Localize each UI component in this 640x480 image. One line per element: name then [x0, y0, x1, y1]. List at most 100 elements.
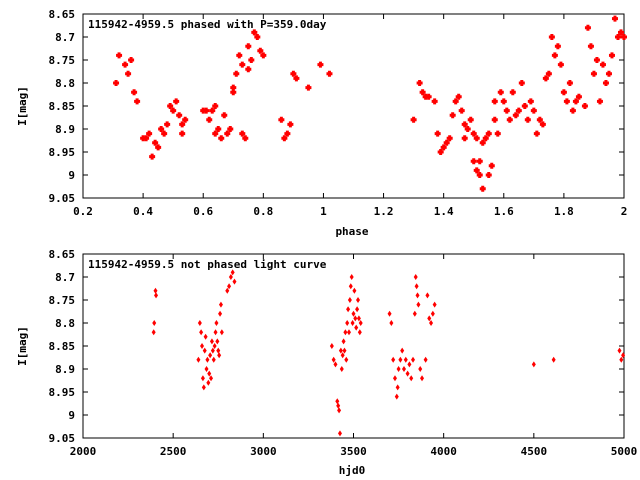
data-point	[403, 356, 408, 363]
data-point	[500, 98, 507, 105]
y-tick-label: 8.8	[55, 317, 75, 330]
data-point	[392, 375, 397, 382]
data-point	[405, 370, 410, 377]
data-point	[335, 398, 340, 405]
x-tick-label: 1.8	[554, 205, 574, 218]
x-tick-label: 2500	[160, 445, 187, 458]
data-point	[560, 89, 567, 96]
data-point	[239, 61, 246, 68]
y-tick-label: 8.85	[49, 100, 76, 113]
data-point	[554, 43, 561, 50]
data-point	[211, 356, 216, 363]
data-point	[608, 52, 615, 59]
plot-unphased-xticks: 2000 2500 3000 3500 4000 4500 5000	[70, 254, 637, 458]
plot-phased-frame	[82, 13, 625, 199]
data-point	[215, 126, 222, 132]
data-point	[396, 366, 401, 372]
data-point	[569, 107, 576, 114]
data-point	[347, 297, 352, 303]
data-point	[494, 130, 501, 137]
data-point	[278, 116, 285, 123]
data-point	[199, 329, 204, 336]
data-point	[218, 310, 223, 317]
data-point	[356, 315, 361, 322]
data-point	[485, 130, 492, 137]
data-point	[337, 407, 342, 414]
data-point	[458, 107, 465, 114]
data-point	[425, 93, 432, 100]
data-point	[251, 29, 258, 36]
data-point	[341, 338, 346, 345]
y-tick-label: 8.75	[49, 294, 76, 307]
data-point	[317, 61, 324, 68]
data-point	[224, 130, 231, 137]
data-point	[216, 347, 221, 354]
data-point	[545, 70, 552, 77]
data-point	[432, 301, 437, 308]
data-point	[572, 98, 579, 105]
data-point	[410, 116, 417, 123]
y-tick-label: 8.7	[55, 31, 75, 44]
data-point	[617, 347, 622, 354]
y-tick-label: 9.05	[49, 432, 76, 445]
x-tick-label: 1	[320, 205, 327, 218]
data-point	[488, 162, 495, 169]
data-point	[497, 89, 504, 96]
data-point	[531, 361, 536, 368]
data-point	[389, 320, 394, 326]
data-point	[590, 70, 597, 77]
y-tick-label: 8.65	[49, 8, 76, 21]
data-point	[446, 135, 453, 142]
data-point	[557, 61, 564, 68]
data-point	[205, 356, 210, 363]
data-point	[563, 98, 570, 105]
data-point	[230, 84, 237, 91]
data-point	[167, 103, 174, 109]
data-point	[350, 320, 355, 326]
data-point	[614, 34, 621, 40]
data-point	[349, 274, 354, 280]
y-tick-label: 9.05	[49, 192, 76, 205]
data-point	[551, 356, 556, 363]
data-point	[461, 121, 468, 128]
data-point	[584, 24, 591, 31]
data-point	[353, 315, 358, 322]
data-point	[521, 103, 528, 109]
data-point	[343, 329, 348, 336]
data-point	[354, 324, 359, 331]
data-point	[449, 112, 456, 119]
data-point	[131, 89, 138, 96]
data-point	[512, 112, 519, 119]
data-point	[394, 393, 399, 400]
data-point	[575, 93, 582, 100]
data-point	[128, 57, 135, 63]
data-point	[414, 283, 419, 290]
data-point	[621, 352, 626, 359]
data-point	[182, 116, 189, 123]
data-point	[617, 29, 624, 36]
data-point	[470, 158, 477, 165]
data-point	[542, 75, 549, 82]
data-point	[491, 116, 498, 123]
data-point	[346, 306, 351, 313]
data-point	[587, 43, 594, 50]
data-point	[209, 375, 214, 382]
plot-phased-ylabel: I[mag]	[16, 86, 29, 126]
data-point	[425, 292, 430, 299]
data-point	[596, 98, 603, 105]
data-point	[340, 352, 345, 359]
plot-phased-title: 115942-4959.5 phased with P=359.0day	[88, 18, 327, 31]
data-point	[202, 347, 207, 354]
data-point	[619, 356, 624, 363]
data-point	[412, 310, 417, 317]
data-point	[245, 66, 252, 73]
x-tick-label: 1.6	[494, 205, 514, 218]
data-point	[214, 320, 219, 326]
data-point	[351, 310, 356, 317]
data-point	[482, 135, 489, 142]
data-point	[551, 52, 558, 59]
data-point	[346, 329, 351, 336]
data-point	[284, 130, 291, 137]
y-tick-label: 9	[68, 169, 75, 182]
y-tick-label: 8.7	[55, 271, 75, 284]
